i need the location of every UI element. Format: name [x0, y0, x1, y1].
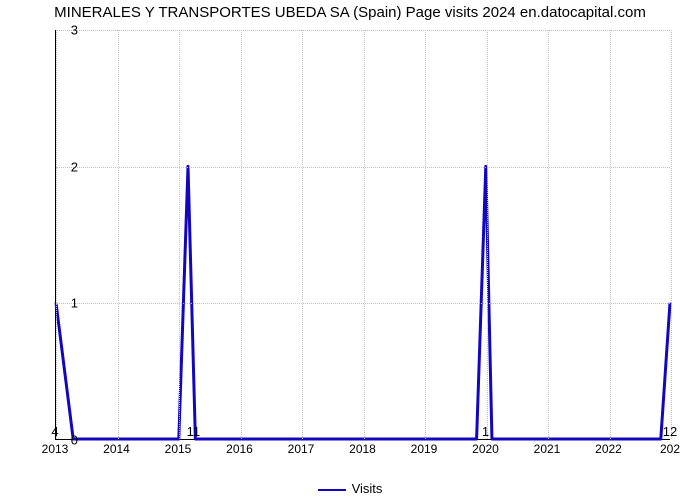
gridline-vertical	[118, 30, 119, 439]
visits-chart: MINERALES Y TRANSPORTES UBEDA SA (Spain)…	[0, 0, 700, 500]
legend-swatch	[318, 489, 346, 491]
legend-label: Visits	[352, 481, 383, 496]
chart-title: MINERALES Y TRANSPORTES UBEDA SA (Spain)…	[0, 4, 700, 21]
legend: Visits	[0, 481, 700, 496]
xtick-label: 2020	[472, 442, 499, 456]
xtick-label: 2019	[411, 442, 438, 456]
xtick-label: 2018	[349, 442, 376, 456]
xtick-label: 2022	[595, 442, 622, 456]
gridline-vertical	[671, 30, 672, 439]
gridline-vertical	[56, 30, 57, 439]
xtick-label: 2013	[42, 442, 69, 456]
gridline-vertical	[610, 30, 611, 439]
gridline-vertical	[179, 30, 180, 439]
xtick-label: 2021	[534, 442, 561, 456]
xtick-label: 2014	[103, 442, 130, 456]
plot-area	[55, 30, 670, 440]
gridline-vertical	[241, 30, 242, 439]
xtick-label: 2016	[226, 442, 253, 456]
data-label: 4	[51, 424, 58, 439]
gridline-vertical	[302, 30, 303, 439]
xtick-label: 202	[660, 442, 680, 456]
data-label: 11	[187, 424, 201, 439]
xtick-label: 2017	[288, 442, 315, 456]
gridline-vertical	[425, 30, 426, 439]
ytick-label: 2	[58, 159, 78, 174]
data-label: 1	[482, 424, 489, 439]
xtick-label: 2015	[165, 442, 192, 456]
gridline-vertical	[487, 30, 488, 439]
data-label: 12	[663, 424, 677, 439]
gridline-vertical	[548, 30, 549, 439]
ytick-label: 1	[58, 296, 78, 311]
ytick-label: 3	[58, 23, 78, 38]
gridline-vertical	[364, 30, 365, 439]
